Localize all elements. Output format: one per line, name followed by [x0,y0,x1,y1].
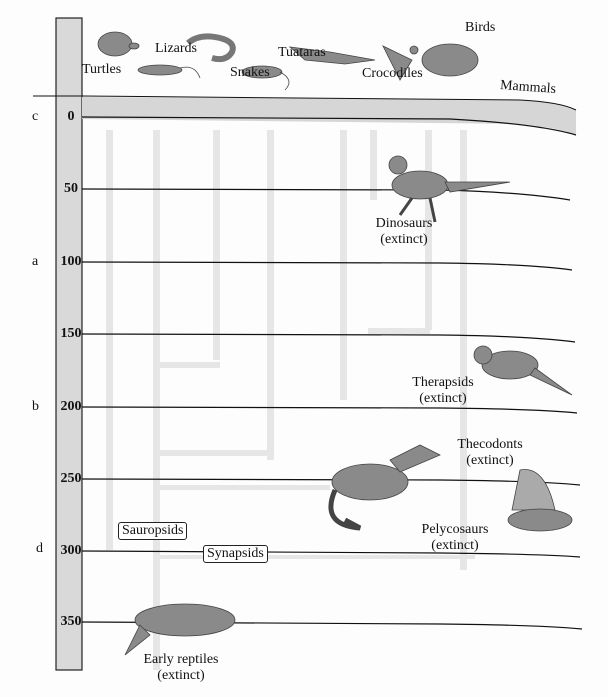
mammal-illustration [421,43,479,77]
letter-a: a [32,254,39,269]
clade-sauropsids: Sauropsids [118,522,188,540]
tick-250: 250 [60,471,82,486]
label-lizards: Lizards [155,41,197,56]
letter-b: b [32,399,39,414]
tick-350: 350 [60,614,82,629]
therapsid-illustration [473,345,573,396]
tick-200: 200 [60,399,82,414]
label-therapsids: Therapsids (extinct) [412,375,474,406]
tick-300: 300 [60,543,82,558]
tick-0: 0 [67,109,75,124]
snake-illustration [186,33,236,63]
pelycosaur-illustration [507,469,573,532]
thecodont-illustration [328,444,441,531]
letter-c: c [32,109,39,124]
label-birds: Birds [465,20,496,35]
label-snakes: Snakes [230,65,270,80]
tick-150: 150 [60,326,82,341]
label-tuataras: Tuataras [278,45,326,60]
timeline-bar [55,17,83,671]
time-lines [81,116,583,630]
label-turtles: Turtles [82,62,122,77]
label-crocodiles: Crocodiles [362,66,423,81]
label-thecodonts: Thecodonts (extinct) [457,437,523,468]
phylogenetic-tree-background [106,130,475,670]
tick-50: 50 [64,181,78,196]
bird-illustration [382,45,419,81]
turtle-illustration [97,31,140,57]
early-reptile-illustration [124,603,236,656]
letter-d: d [36,541,43,556]
present-band [82,97,576,135]
lizard-illustration [137,64,201,79]
clade-synapsids: Synapsids [203,545,268,563]
tick-100: 100 [60,254,82,269]
dinosaur-illustration [388,155,511,223]
label-early-reptiles: Early reptiles (extinct) [143,652,219,683]
label-pelycosaurs: Pelycosaurs (extinct) [421,522,489,553]
label-dinosaurs: Dinosaurs (extinct) [375,216,433,247]
crocodile-illustration [288,46,376,65]
tuatara-illustration [241,65,290,91]
